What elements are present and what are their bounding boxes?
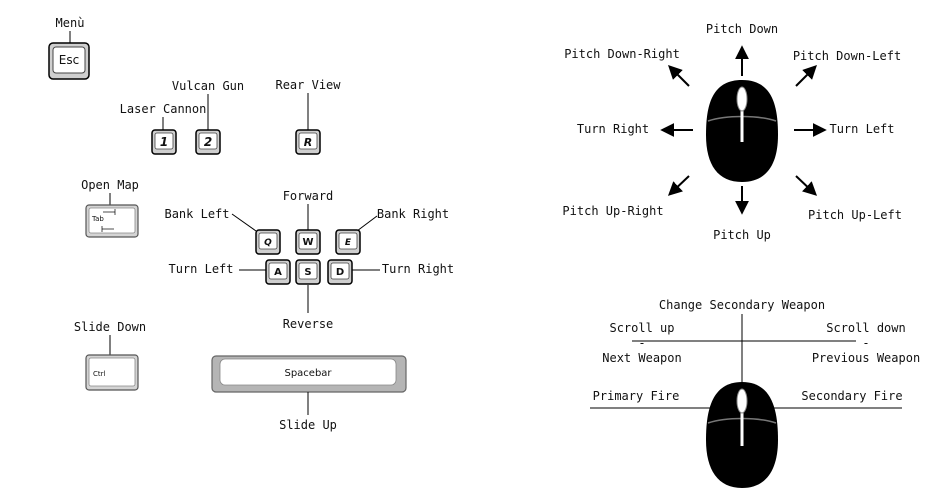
pitch-up-right-label: Pitch Up-Right xyxy=(562,204,663,218)
next-weapon-label: Next Weapon xyxy=(602,351,681,365)
primary-fire-label: Primary Fire xyxy=(593,389,680,403)
key-w-label: W xyxy=(302,237,313,248)
key-a-label: A xyxy=(274,267,282,278)
menu-label: Menù xyxy=(56,16,85,30)
pitch-down-label: Pitch Down xyxy=(706,22,778,36)
bank-left-label: Bank Left xyxy=(164,207,229,221)
ctrl-key-label: Ctrl xyxy=(93,370,106,378)
rear-view-label: Rear View xyxy=(275,78,341,92)
arrow-pitch-down-right xyxy=(668,65,690,87)
key-d: D xyxy=(327,259,353,285)
arrow-pitch-down-left xyxy=(795,65,817,87)
key-2-label: 2 xyxy=(204,135,212,149)
secondary-fire-label: Secondary Fire xyxy=(801,389,902,403)
spacebar-key: Spacebar xyxy=(211,355,407,393)
arrow-pitch-up-left xyxy=(795,175,818,196)
key-e-label: E xyxy=(345,238,352,248)
arrow-pitch-up-right xyxy=(667,175,690,196)
key-q-label: Q xyxy=(264,238,272,248)
scroll-down-dash: - xyxy=(862,336,869,350)
tab-key-label: Tab xyxy=(91,215,104,223)
key-1-label: 1 xyxy=(160,135,168,149)
slide-up-label: Slide Up xyxy=(279,418,337,432)
pitch-up-left-label: Pitch Up-Left xyxy=(808,208,902,222)
scroll-down-label: Scroll down xyxy=(826,321,905,335)
reverse-label: Reverse xyxy=(283,317,334,331)
esc-key-label: Esc xyxy=(59,53,79,67)
laser-cannon-label: Laser Cannon xyxy=(120,102,207,116)
key-w: W xyxy=(295,229,321,255)
open-map-label: Open Map xyxy=(81,178,139,192)
mouse-movement-icon xyxy=(706,80,778,182)
spacebar-key-label: Spacebar xyxy=(284,368,332,379)
tab-key: Tab xyxy=(85,204,139,238)
bank-right-label: Bank Right xyxy=(377,207,449,221)
key-s: S xyxy=(295,259,321,285)
change-secondary-label: Change Secondary Weapon xyxy=(659,298,825,312)
turn-right-mouse-label: Turn Right xyxy=(577,122,649,136)
slide-down-label: Slide Down xyxy=(74,320,146,334)
previous-weapon-label: Previous Weapon xyxy=(812,351,920,365)
turn-left-label: Turn Left xyxy=(168,262,233,276)
forward-label: Forward xyxy=(283,189,334,203)
esc-key: Esc xyxy=(48,42,90,80)
key-r: R xyxy=(295,129,321,155)
ctrl-key: Ctrl xyxy=(85,354,139,391)
key-r-label: R xyxy=(304,136,312,149)
turn-right-label: Turn Right xyxy=(382,262,454,276)
turn-left-mouse-label: Turn Left xyxy=(829,122,894,136)
key-1: 1 xyxy=(151,129,177,155)
scroll-up-label: Scroll up xyxy=(609,321,674,335)
key-s-label: S xyxy=(304,267,311,278)
scroll-up-dash: - xyxy=(638,336,645,350)
key-2: 2 xyxy=(195,129,221,155)
mouse-buttons-icon xyxy=(706,382,778,488)
key-a: A xyxy=(265,259,291,285)
pitch-down-right-label: Pitch Down-Right xyxy=(564,47,680,61)
key-d-label: D xyxy=(336,267,344,278)
pitch-down-left-label: Pitch Down-Left xyxy=(793,49,901,63)
vulcan-gun-label: Vulcan Gun xyxy=(172,79,244,93)
key-e: E xyxy=(335,229,361,255)
key-q: Q xyxy=(255,229,281,255)
pitch-up-label: Pitch Up xyxy=(713,228,771,242)
